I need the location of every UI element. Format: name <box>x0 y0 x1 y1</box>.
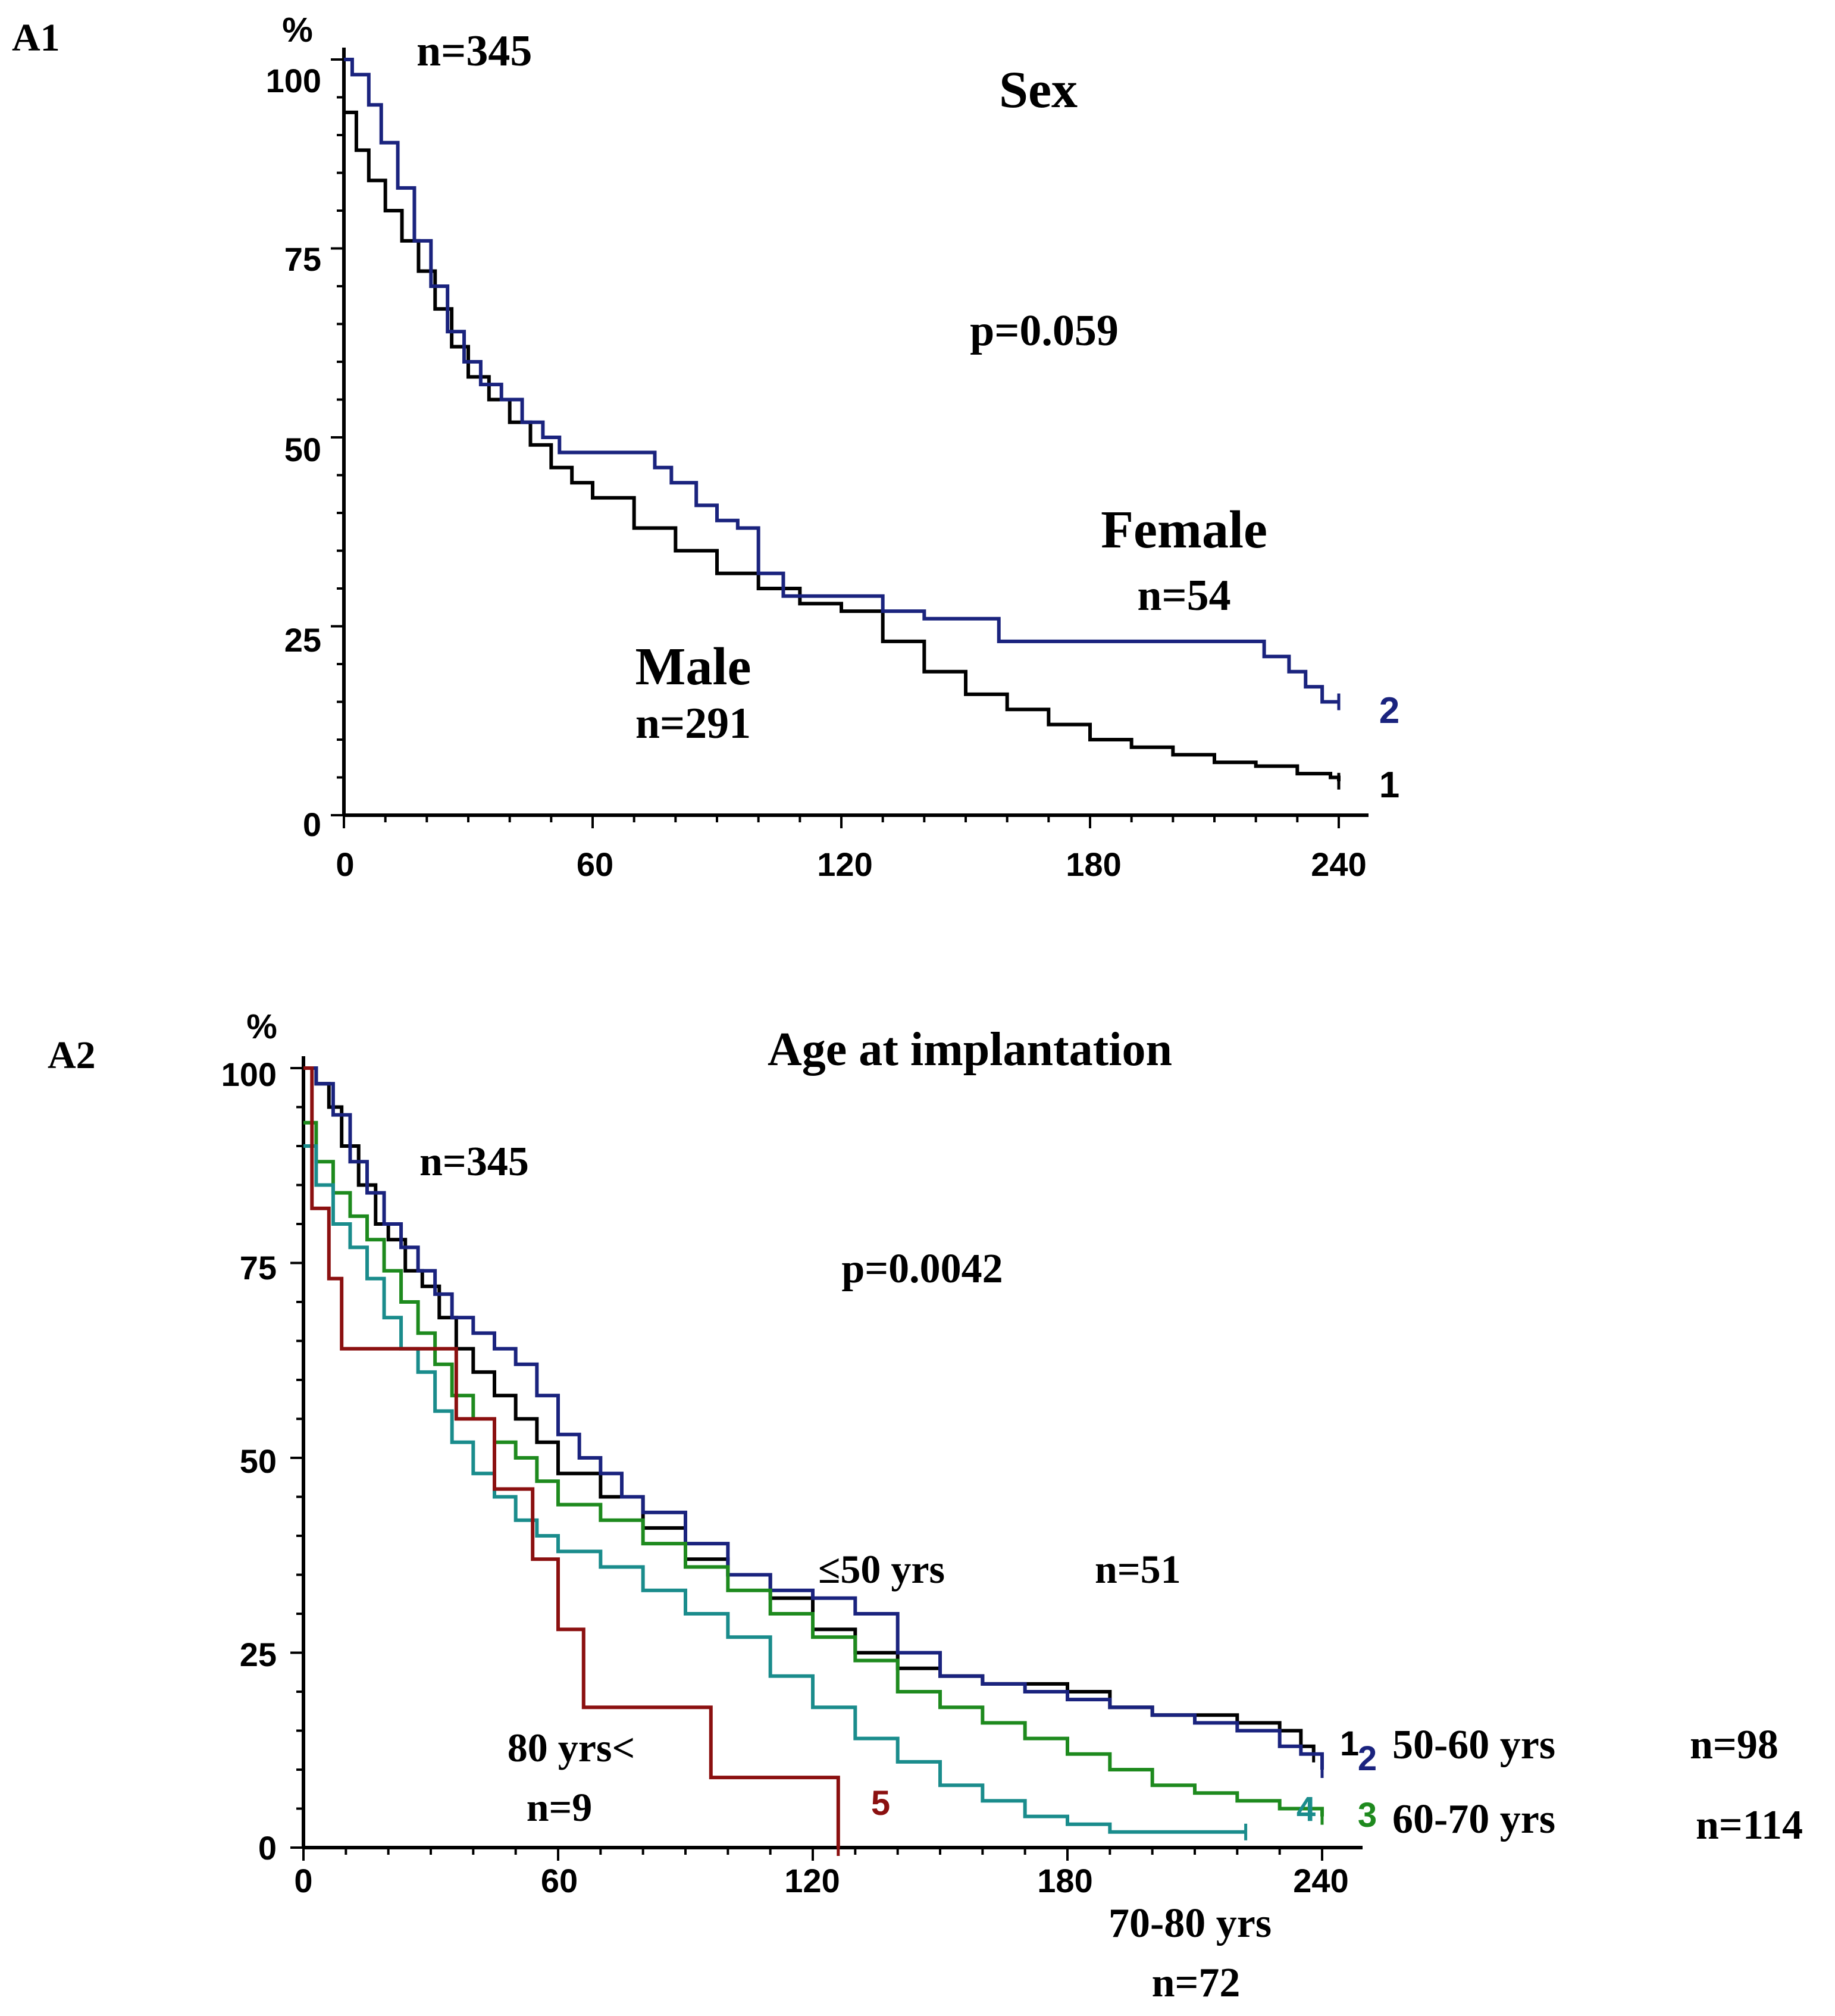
line-number-3: 3 <box>1358 1796 1377 1835</box>
y-tick-label-75: 75 <box>284 240 321 278</box>
x-tick-labels-a1: 0 60 120 180 240 <box>336 846 1366 883</box>
y-tick-label-100: 100 <box>221 1056 277 1093</box>
label-80plus-n: n=9 <box>527 1785 593 1830</box>
chart-title-a1: Sex <box>999 61 1078 119</box>
x-tick-label-0: 0 <box>294 1862 312 1899</box>
label-female-n: n=54 <box>1137 571 1230 620</box>
x-tick-label-60: 60 <box>577 846 613 883</box>
chart-title-a2: Age at implantation <box>768 1023 1172 1076</box>
y-tick-label-0: 0 <box>258 1829 277 1867</box>
line-number-2: 2 <box>1358 1739 1377 1778</box>
curve-a2-4 <box>303 1144 1246 1834</box>
line-number-5: 5 <box>871 1784 890 1823</box>
line-number-male: 1 <box>1379 765 1399 806</box>
y-tick-label-25: 25 <box>240 1636 277 1673</box>
label-60-70-n: n=114 <box>1696 1802 1803 1848</box>
n-total-a2: n=345 <box>419 1139 529 1185</box>
label-60-70: 60-70 yrs <box>1392 1796 1555 1842</box>
curve-a1-1 <box>344 110 1341 781</box>
y-axis-unit-a1: % <box>282 11 313 49</box>
panel-a1: A1 % n=345 Sex p=0.059 100 75 50 25 0 0 … <box>12 11 1399 883</box>
label-le50-n: n=51 <box>1095 1547 1181 1592</box>
panel-a2: A2 % Age at implantation n=345 p=0.0042 … <box>48 1007 1803 2006</box>
x-tick-label-60: 60 <box>541 1862 578 1899</box>
x-tick-label-120: 120 <box>817 846 872 883</box>
label-70-80: 70-80 yrs <box>1108 1901 1272 1946</box>
curve-a1-2 <box>344 58 1339 704</box>
label-le50: ≤50 yrs <box>818 1547 945 1592</box>
axes-a1 <box>331 48 1369 828</box>
panel-label-a1: A1 <box>12 16 60 60</box>
label-50-60-n: n=98 <box>1690 1722 1778 1768</box>
x-tick-label-240: 240 <box>1311 846 1366 883</box>
p-value-a2: p=0.0042 <box>841 1246 1003 1292</box>
curve-a2-2 <box>303 1066 1324 1770</box>
y-tick-label-50: 50 <box>240 1442 277 1480</box>
y-tick-label-75: 75 <box>240 1249 277 1286</box>
n-total-a1: n=345 <box>417 27 532 76</box>
curves-a1 <box>344 58 1341 790</box>
y-tick-labels-a1: 100 75 50 25 0 <box>266 62 321 843</box>
curve-a2-3 <box>303 1120 1324 1817</box>
curve-a2-5 <box>303 1066 840 1848</box>
label-female: Female <box>1101 500 1267 559</box>
y-tick-label-50: 50 <box>284 431 321 468</box>
y-axis-unit-a2: % <box>246 1007 277 1046</box>
y-tick-labels-a2: 100 75 50 25 0 <box>221 1056 277 1867</box>
y-tick-label-100: 100 <box>266 62 321 99</box>
p-value-a1: p=0.059 <box>970 306 1119 355</box>
line-number-4: 4 <box>1297 1790 1316 1829</box>
label-50-60: 50-60 yrs <box>1392 1722 1555 1768</box>
curves-a2 <box>303 1066 1324 1856</box>
x-tick-label-240: 240 <box>1293 1862 1348 1899</box>
panel-label-a2: A2 <box>48 1034 96 1077</box>
line-number-female: 2 <box>1379 690 1399 731</box>
y-tick-label-25: 25 <box>284 621 321 659</box>
x-tick-label-120: 120 <box>784 1862 840 1899</box>
y-tick-label-0: 0 <box>303 806 321 843</box>
x-tick-label-0: 0 <box>336 846 354 883</box>
x-tick-label-180: 180 <box>1066 846 1121 883</box>
label-80plus: 80 yrs< <box>508 1725 635 1770</box>
x-tick-labels-a2: 0 60 120 180 240 <box>294 1862 1348 1899</box>
x-tick-label-180: 180 <box>1037 1862 1092 1899</box>
line-number-1: 1 <box>1340 1724 1359 1763</box>
label-male: Male <box>635 637 751 696</box>
label-70-80-n: n=72 <box>1152 1960 1241 2006</box>
axes-a2 <box>290 1056 1363 1861</box>
label-male-n: n=291 <box>635 699 751 748</box>
